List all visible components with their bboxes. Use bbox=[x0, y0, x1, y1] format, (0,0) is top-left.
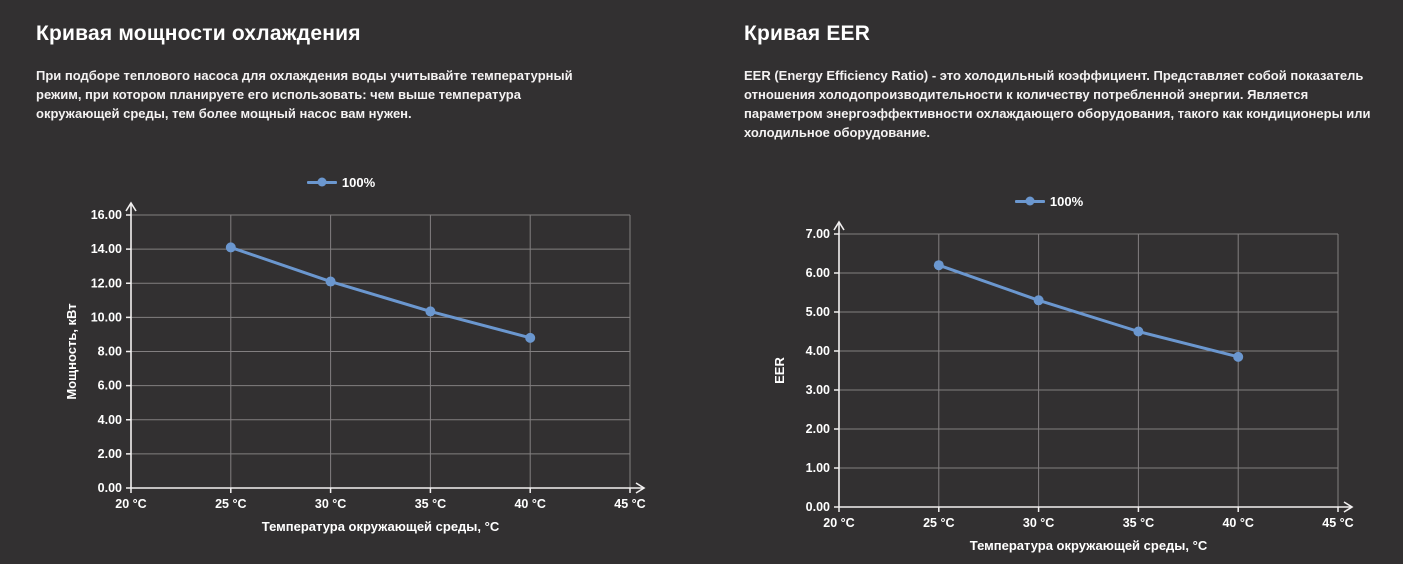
svg-text:3.00: 3.00 bbox=[806, 383, 830, 397]
eer-chart: 100% 0.00 1.00 2.00 3.00 4.00 5.00 6.00 7.00 20 … bbox=[744, 192, 1372, 564]
cooling-power-chart: 100% 0.00 2.00 4.00 6.00 8.00 10.00 12.00 14.00… bbox=[36, 173, 664, 545]
svg-text:4.00: 4.00 bbox=[806, 344, 830, 358]
svg-text:40 °C: 40 °C bbox=[1222, 516, 1253, 530]
legend-dot-icon bbox=[317, 177, 327, 187]
svg-text:40 °C: 40 °C bbox=[514, 497, 545, 511]
svg-text:20 °C: 20 °C bbox=[115, 497, 146, 511]
svg-text:30 °C: 30 °C bbox=[315, 497, 346, 511]
cooling-power-title: Кривая мощности охлаждения bbox=[36, 22, 361, 45]
svg-text:14.00: 14.00 bbox=[91, 242, 122, 256]
svg-text:8.00: 8.00 bbox=[98, 345, 122, 359]
legend-line-marker-icon bbox=[1014, 196, 1045, 206]
svg-text:12.00: 12.00 bbox=[91, 276, 122, 290]
svg-text:10.00: 10.00 bbox=[91, 310, 122, 324]
svg-text:7.00: 7.00 bbox=[806, 227, 830, 241]
eer-plot: 0.00 1.00 2.00 3.00 4.00 5.00 6.00 7.00 20 °C 25 … bbox=[772, 220, 1354, 553]
svg-text:45 °C: 45 °C bbox=[1322, 516, 1353, 530]
svg-text:0.00: 0.00 bbox=[806, 500, 830, 514]
svg-text:30 °C: 30 °C bbox=[1023, 516, 1054, 530]
svg-text:20 °C: 20 °C bbox=[823, 516, 854, 530]
svg-text:45 °C: 45 °C bbox=[614, 497, 645, 511]
svg-text:0.00: 0.00 bbox=[98, 481, 122, 495]
svg-text:6.00: 6.00 bbox=[806, 266, 830, 280]
svg-text:2.00: 2.00 bbox=[98, 447, 122, 461]
eer-section: Кривая EER EER (Energy Efficiency Ratio)… bbox=[744, 22, 1372, 564]
cooling-power-description: При подборе теплового насоса для охлажде… bbox=[36, 68, 573, 121]
svg-text:Температура окружающей среды,: Температура окружающей среды, °C bbox=[262, 519, 500, 534]
svg-text:4.00: 4.00 bbox=[98, 413, 122, 427]
svg-text:16.00: 16.00 bbox=[91, 208, 122, 222]
eer-description: EER (Energy Efficiency Ratio) - это холо… bbox=[744, 68, 1371, 140]
legend-dot-icon bbox=[1025, 196, 1035, 206]
svg-text:35 °C: 35 °C bbox=[415, 497, 446, 511]
cooling-power-plot: 0.00 2.00 4.00 6.00 8.00 10.00 12.00 14.00 16.00… bbox=[64, 201, 646, 534]
svg-text:25 °C: 25 °C bbox=[923, 516, 954, 530]
legend-line-marker-icon bbox=[306, 177, 337, 187]
legend-label: 100% bbox=[1049, 193, 1084, 209]
legend-label: 100% bbox=[341, 174, 376, 190]
cooling-power-legend: 100% bbox=[36, 173, 646, 191]
svg-text:25 °C: 25 °C bbox=[215, 497, 246, 511]
svg-text:5.00: 5.00 bbox=[806, 305, 830, 319]
svg-text:EER: EER bbox=[772, 357, 787, 384]
svg-text:6.00: 6.00 bbox=[98, 379, 122, 393]
svg-text:2.00: 2.00 bbox=[806, 422, 830, 436]
svg-text:1.00: 1.00 bbox=[806, 461, 830, 475]
eer-legend: 100% bbox=[744, 192, 1354, 210]
svg-text:Температура окружающей среды,: Температура окружающей среды, °C bbox=[970, 538, 1208, 553]
svg-text:Мощность, кВт: Мощность, кВт bbox=[64, 303, 79, 399]
eer-title: Кривая EER bbox=[744, 22, 871, 45]
cooling-power-section: Кривая мощности охлаждения При подборе т… bbox=[36, 22, 664, 564]
svg-text:35 °C: 35 °C bbox=[1123, 516, 1154, 530]
